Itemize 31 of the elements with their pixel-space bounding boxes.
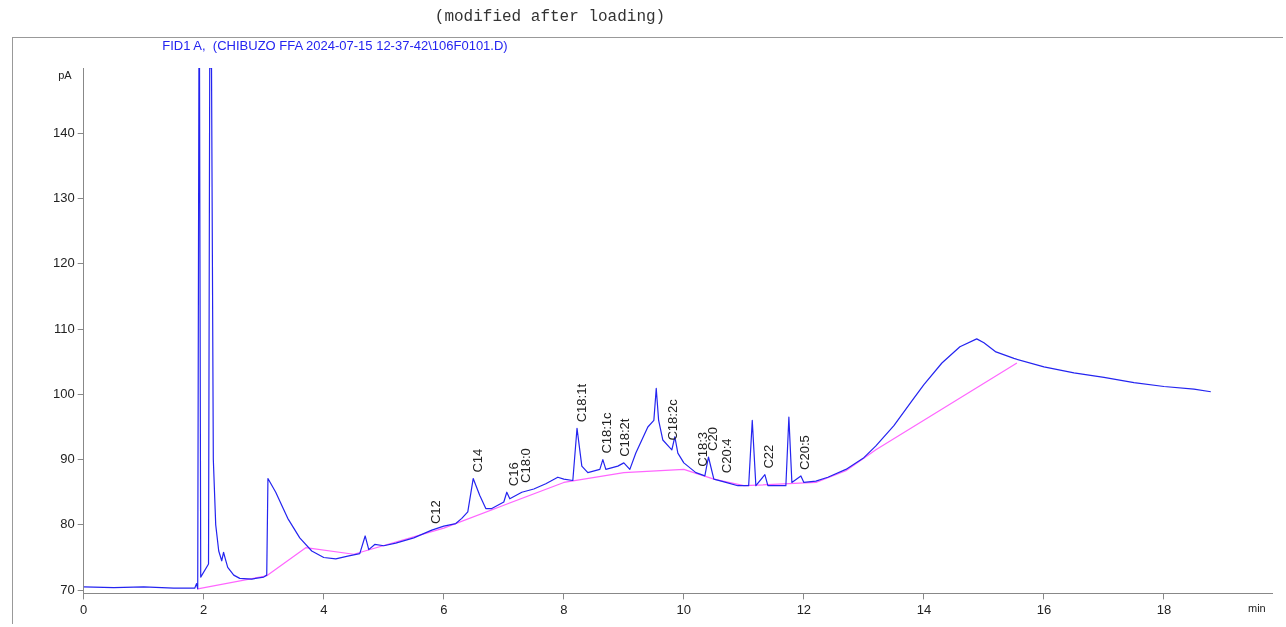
- annotation: C14: [469, 448, 485, 473]
- x-tick-label: 2: [200, 601, 208, 617]
- y-tick-label: 80: [60, 516, 75, 532]
- annotation: C18:1c: [599, 411, 615, 454]
- x-axis-title: min: [1248, 601, 1266, 614]
- y-tick-label: 140: [52, 124, 75, 140]
- x-tick-label: 14: [916, 601, 932, 617]
- annotation: C12: [428, 500, 444, 525]
- x-tick-label: 16: [1036, 601, 1052, 617]
- annotation: C18:2c: [665, 398, 681, 441]
- x-tick-label: 6: [440, 601, 448, 617]
- chart-title: (modified after loading): [433, 8, 667, 26]
- y-tick-label: 100: [52, 385, 75, 401]
- annotation: C18:2t: [617, 418, 633, 457]
- y-tick-label: 90: [60, 451, 75, 467]
- chart-subtitle: FID1 A, (CHIBUZO FFA 2024-07-15 12-37-42\106F0101.D): [161, 38, 509, 53]
- y-tick-label: 70: [60, 581, 75, 597]
- x-tick-label: 0: [80, 601, 88, 617]
- y-tick-label: 110: [53, 320, 75, 336]
- annotation: C20:4: [719, 438, 735, 474]
- y-axis-title: pA: [58, 69, 73, 82]
- x-tick-label: 10: [676, 601, 692, 617]
- x-tick-label: 18: [1156, 601, 1172, 617]
- x-tick-label: 4: [320, 601, 328, 617]
- annotation: C18:1t: [573, 383, 589, 423]
- x-tick-label: 8: [560, 601, 568, 617]
- annotation: C22: [761, 444, 777, 469]
- annotation: C20:5: [797, 435, 813, 470]
- x-tick-label: 12: [796, 601, 812, 617]
- y-tick-label: 130: [52, 190, 75, 206]
- y-tick-label: 120: [52, 255, 75, 271]
